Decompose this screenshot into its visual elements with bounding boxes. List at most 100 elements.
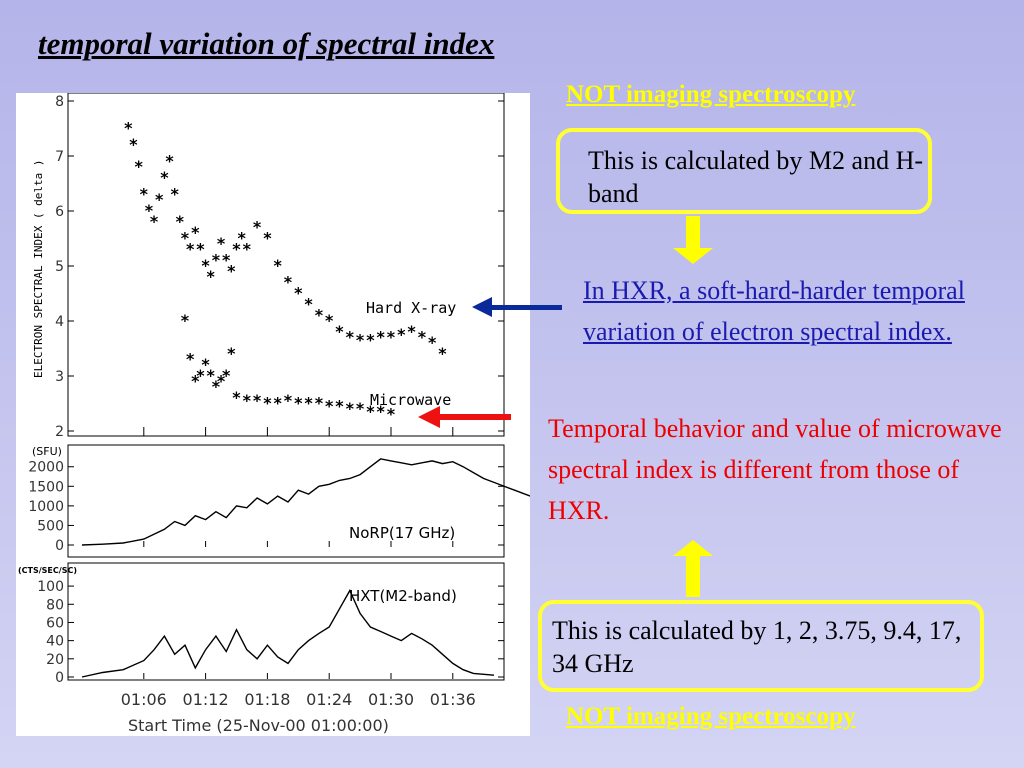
series-label-microwave: Microwave <box>370 391 451 409</box>
hxr-index-point: * <box>345 328 355 347</box>
hxr-index-point: * <box>407 322 417 341</box>
hxr-index-point: * <box>396 325 406 344</box>
hxr-index-point: * <box>144 201 154 220</box>
y-tick-label: 100 <box>37 579 64 595</box>
hxr-index-point: * <box>386 328 396 347</box>
hxr-index-point: * <box>355 330 365 349</box>
hxr-index-point: * <box>206 267 216 286</box>
bottom-ylabel: (CTS/SEC/SC) <box>18 566 77 575</box>
red-arrow-icon <box>418 406 511 428</box>
microwave-index-point: * <box>283 391 293 410</box>
microwave-index-point: * <box>304 394 314 413</box>
microwave-index-point: * <box>242 391 252 410</box>
microwave-index-point: * <box>252 391 262 410</box>
microwave-index-point: * <box>196 366 206 385</box>
blue-arrow-icon <box>472 297 562 317</box>
hxr-index-point: * <box>227 262 237 281</box>
y-tick-label: 60 <box>46 615 64 631</box>
figure-svg: ELECTRON SPECTRAL INDEX ( delta ) (SFU) … <box>18 93 530 735</box>
hxr-index-point: * <box>201 256 211 275</box>
microwave-index-point: * <box>180 311 190 330</box>
hxr-index-point: * <box>139 185 149 204</box>
yellow-up-arrow <box>673 540 713 597</box>
y-tick-label: 0 <box>55 670 64 686</box>
x-tick-label: 01:30 <box>368 690 414 709</box>
calc-box-microwave-text: This is calculated by 1, 2, 3.75, 9.4, 1… <box>552 616 962 678</box>
y-tick-label: 3 <box>55 369 64 385</box>
not-imaging-note-bottom: NOT imaging spectroscopy <box>566 703 856 730</box>
microwave-index-point: * <box>314 394 324 413</box>
microwave-index-point: * <box>227 344 237 363</box>
microwave-index-point: * <box>206 366 216 385</box>
hxr-index-point: * <box>124 119 134 138</box>
hxr-index-point: * <box>324 311 334 330</box>
hxr-index-point: * <box>335 322 345 341</box>
hxr-index-point: * <box>221 251 231 270</box>
microwave-index-point: * <box>190 372 200 391</box>
hxr-index-point: * <box>283 273 293 292</box>
hxr-index-point: * <box>273 256 283 275</box>
calc-box-microwave: This is calculated by 1, 2, 3.75, 9.4, 1… <box>538 600 984 692</box>
y-tick-label: 8 <box>55 94 64 110</box>
y-tick-label: 2 <box>55 424 64 440</box>
microwave-index-point: * <box>386 405 396 424</box>
hxr-index-point: * <box>196 240 206 259</box>
hxr-index-point: * <box>129 135 139 154</box>
series-label-hxt: HXT(M2-band) <box>349 587 457 605</box>
hxr-index-point: * <box>263 229 273 248</box>
hxr-index-point: * <box>149 212 159 231</box>
microwave-index-point: * <box>345 399 355 418</box>
top-ylabel: ELECTRON SPECTRAL INDEX ( delta ) <box>32 159 45 378</box>
y-tick-label: 4 <box>55 314 64 330</box>
hxr-index-point: * <box>175 212 185 231</box>
x-tick-label: 01:06 <box>121 690 167 709</box>
hxr-index-point: * <box>190 223 200 242</box>
hxr-index-point: * <box>304 295 314 314</box>
hxr-index-point: * <box>165 152 175 171</box>
hxr-explanation: In HXR, a soft-hard-harder temporal vari… <box>583 276 965 346</box>
hxr-index-point: * <box>252 218 262 237</box>
microwave-index-point: * <box>221 366 231 385</box>
hxr-index-point: * <box>160 168 170 187</box>
y-tick-label: 1000 <box>28 499 64 515</box>
microwave-index-point: * <box>185 350 195 369</box>
microwave-index-point: * <box>263 394 273 413</box>
hxr-index-point: * <box>216 234 226 253</box>
x-tick-label: 01:12 <box>183 690 229 709</box>
top-panel-frame <box>67 93 505 437</box>
y-tick-label: 0 <box>55 538 64 554</box>
microwave-index-point: * <box>216 372 226 391</box>
calc-box-hxr: This is calculated by M2 and H-band <box>556 128 932 214</box>
hxr-index-point: * <box>427 333 437 352</box>
microwave-index-point: * <box>273 394 283 413</box>
microwave-index-point: * <box>232 388 242 407</box>
y-tick-label: 80 <box>46 597 64 613</box>
microwave-index-point: * <box>376 402 386 421</box>
norp-flux-line <box>81 458 530 546</box>
middle-ylabel: (SFU) <box>32 445 62 458</box>
microwave-index-point: * <box>324 396 334 415</box>
hxr-index-point: * <box>211 251 221 270</box>
x-axis-label: Start Time (25-Nov-00 01:00:00) <box>128 716 389 735</box>
hxr-index-point: * <box>134 157 144 176</box>
calc-box-hxr-text: This is calculated by M2 and H-band <box>588 146 924 208</box>
hxr-index-point: * <box>314 306 324 325</box>
series-label-hard-xray: Hard X-ray <box>366 299 456 317</box>
y-tick-label: 2000 <box>28 460 64 476</box>
yellow-down-arrow <box>673 216 713 264</box>
y-tick-label: 6 <box>55 204 64 220</box>
hxr-index-point: * <box>237 229 247 248</box>
hxr-index-point: * <box>417 328 427 347</box>
hxt-count-line <box>81 589 495 678</box>
slide-title: temporal variation of spectral index <box>38 26 495 61</box>
microwave-index-point: * <box>211 377 221 396</box>
hxr-index-point: * <box>438 344 448 363</box>
x-tick-label: 01:36 <box>430 690 476 709</box>
microwave-index-point: * <box>201 355 211 374</box>
microwave-index-point: * <box>293 394 303 413</box>
hxr-index-point: * <box>154 190 164 209</box>
series-label-norp: NoRP(17 GHz) <box>349 524 455 542</box>
microwave-index-point: * <box>366 402 376 421</box>
y-tick-label: 5 <box>55 259 64 275</box>
